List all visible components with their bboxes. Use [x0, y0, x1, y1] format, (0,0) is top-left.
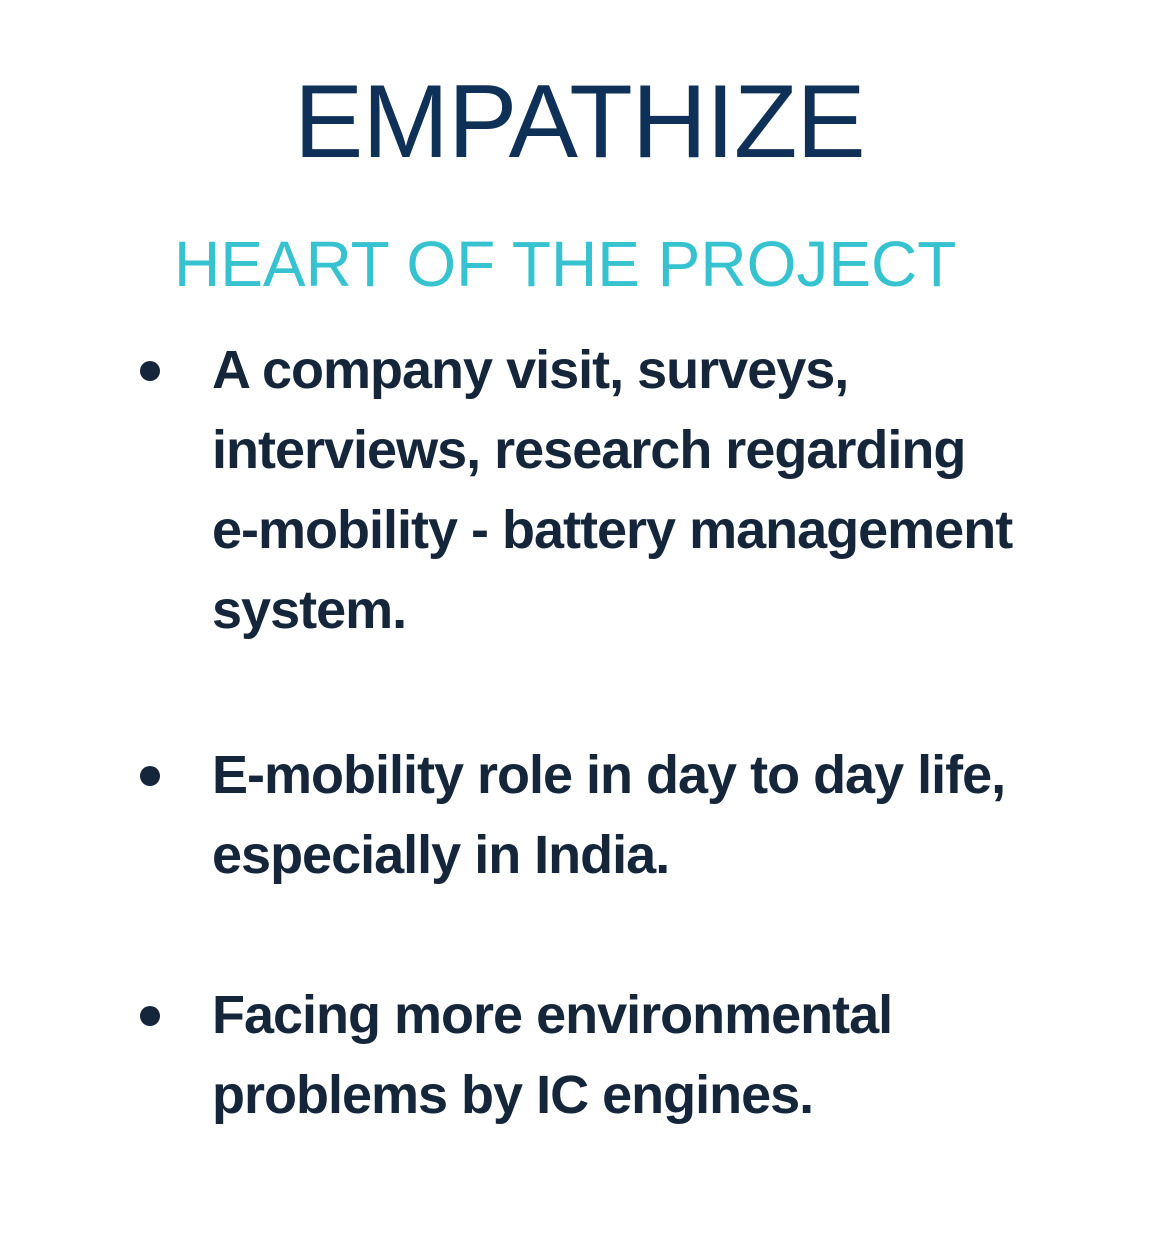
bullet-line: especially in India. [212, 825, 670, 885]
bullet-dot-icon [140, 361, 160, 381]
bullet-line: problems by IC engines. [212, 1065, 814, 1125]
bullet-dot-icon [140, 1006, 160, 1026]
bullet-dot-icon [140, 766, 160, 786]
bullet-line: system. [212, 580, 407, 640]
bullet-line: Facing more environmental [212, 985, 893, 1045]
bullet-line: e-mobility - battery management [212, 500, 1013, 560]
bullet-line: interviews, research regarding [212, 420, 966, 480]
slide-title: EMPATHIZE [294, 64, 866, 180]
bullet-line: A company visit, surveys, [212, 340, 849, 400]
slide-subtitle: HEART OF THE PROJECT [174, 228, 957, 300]
bullet-text: A company visit, surveys, interviews, re… [212, 330, 1142, 650]
bullet-line: E-mobility role in day to day life, [212, 745, 1006, 805]
bullet-text: E-mobility role in day to day life, espe… [212, 735, 1142, 895]
bullet-text: Facing more environmental problems by IC… [212, 975, 1142, 1135]
